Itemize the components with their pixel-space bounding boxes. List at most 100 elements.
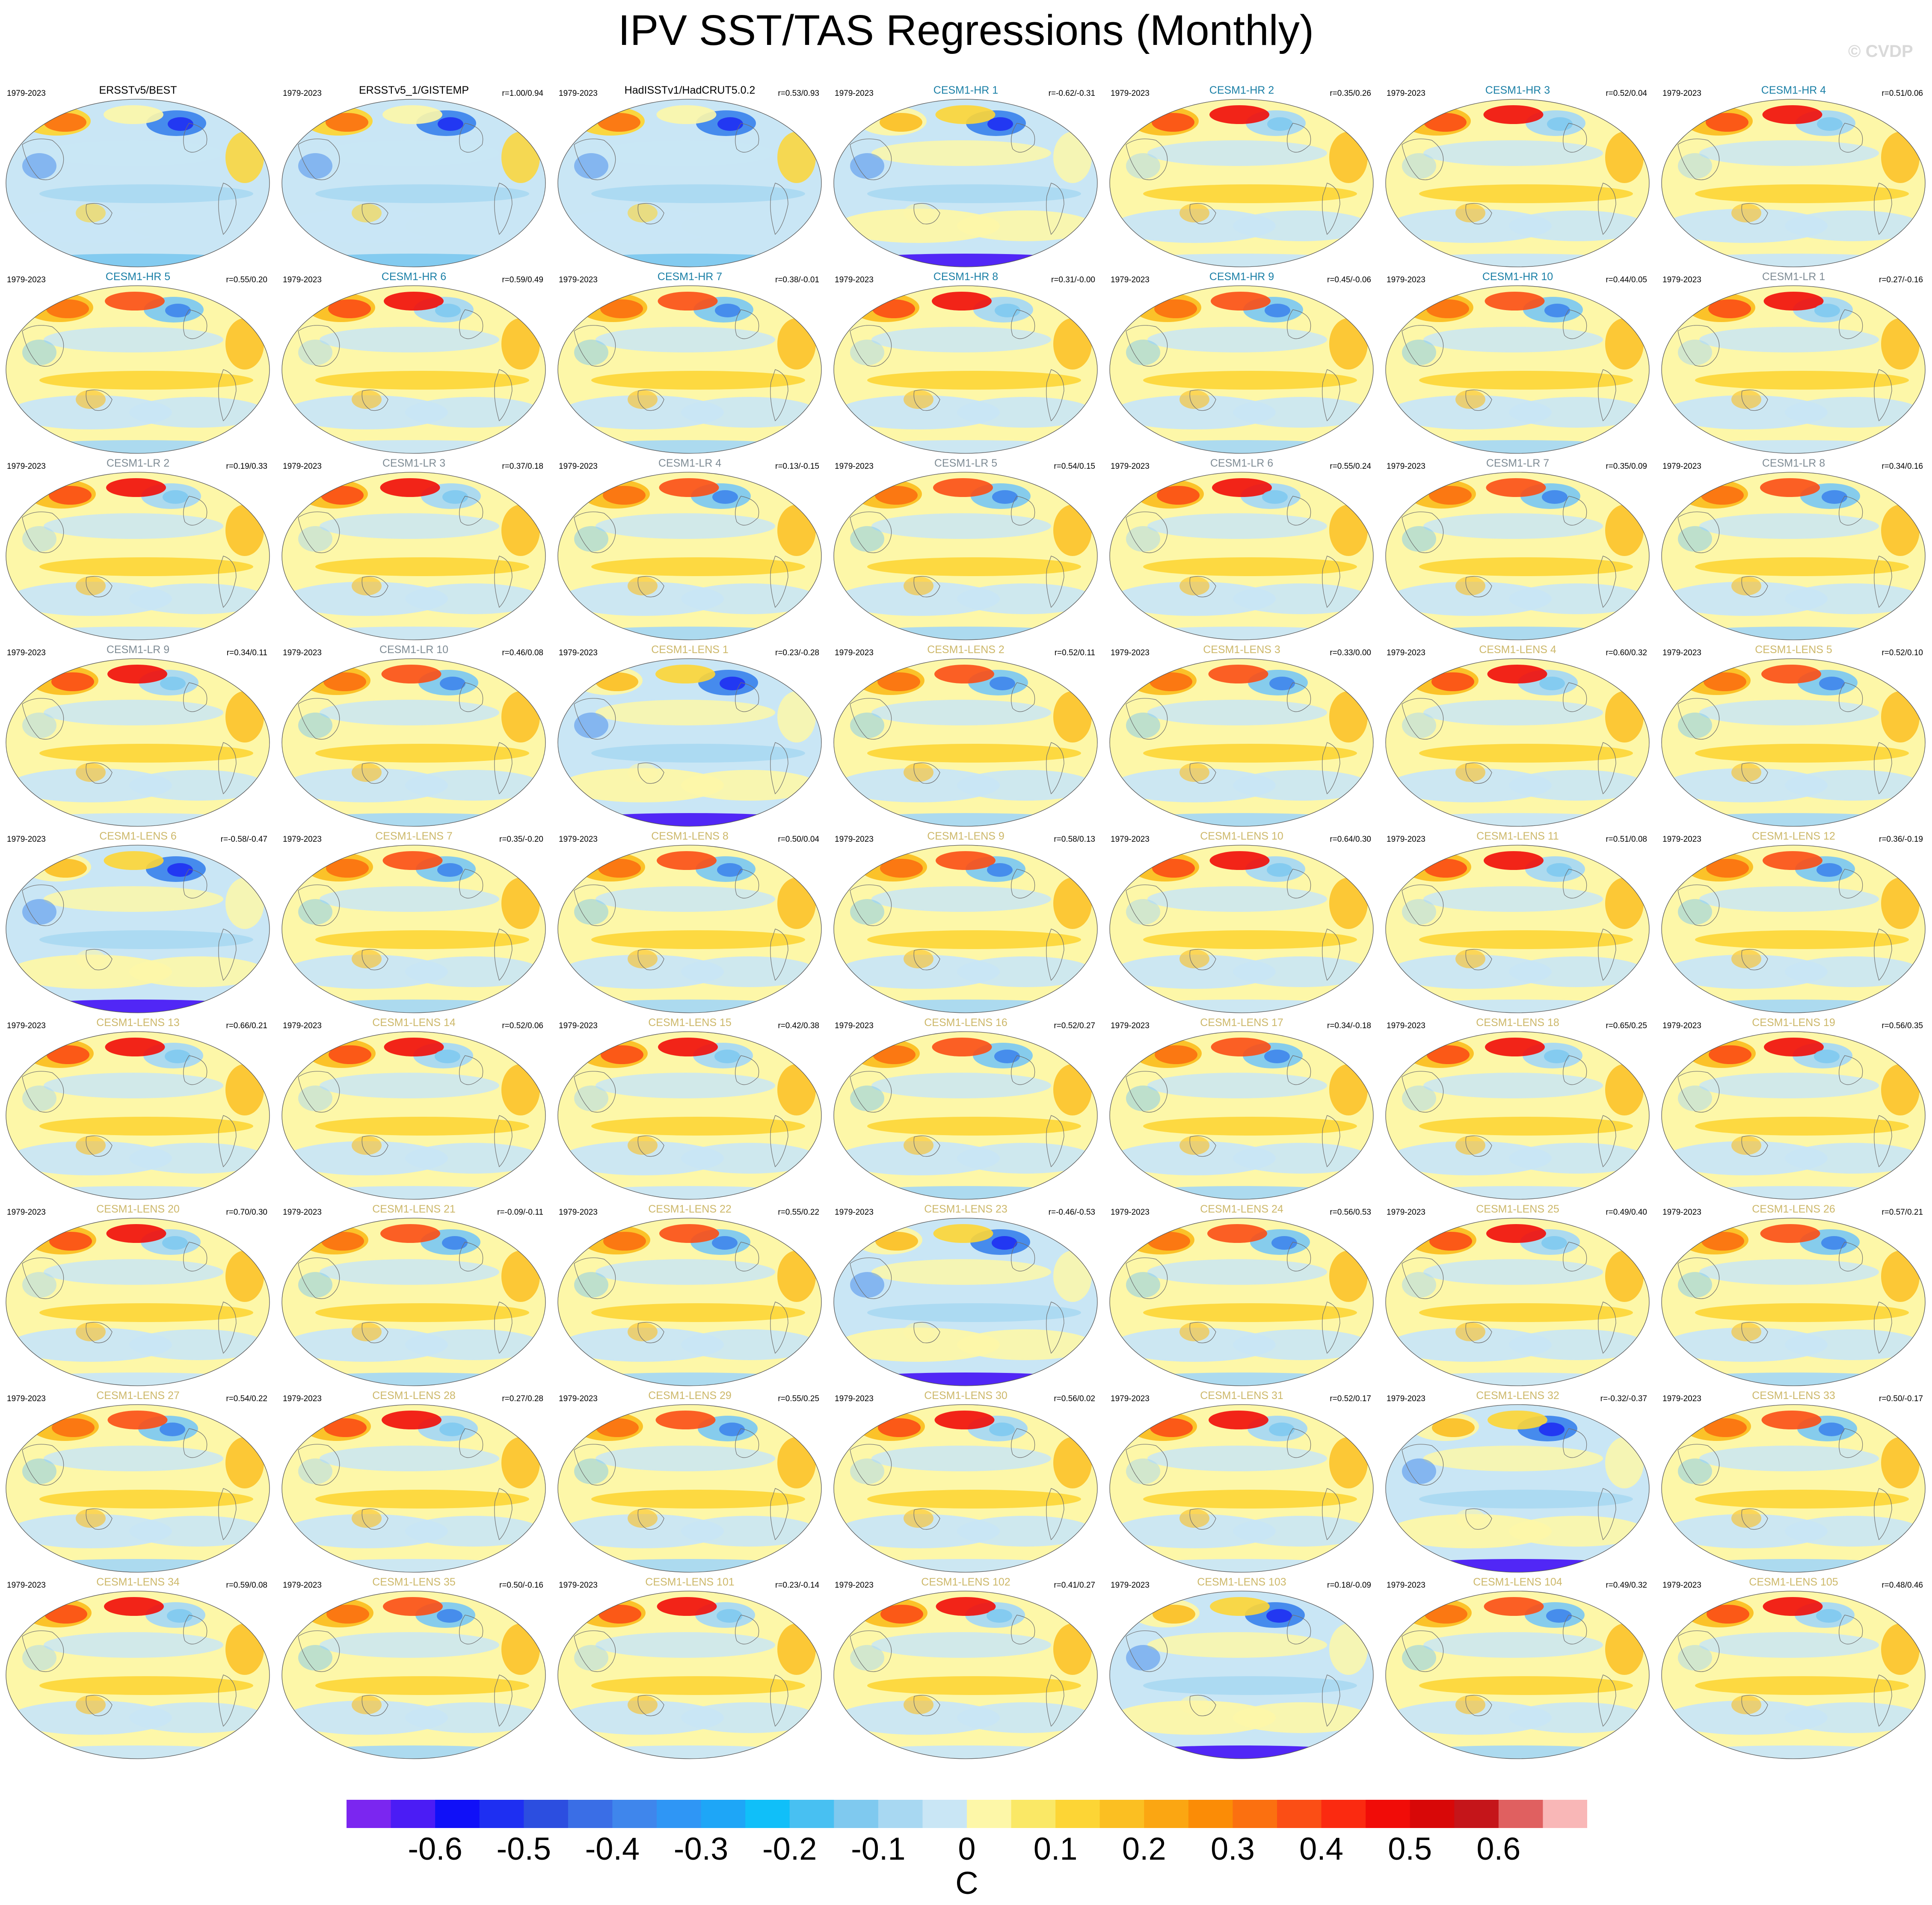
panel-title: CESM1-LENS 16 bbox=[924, 1017, 1007, 1029]
colorbar-tick-label: 0.2 bbox=[1122, 1831, 1166, 1867]
map-panel: 1979-2023 CESM1-LENS 14 r=0.52/0.06 bbox=[276, 1017, 552, 1208]
panel-years: 1979-2023 bbox=[559, 275, 598, 284]
map-panel: 1979-2023 CESM1-LENS 32 r=-0.32/-0.37 bbox=[1380, 1390, 1656, 1581]
panel-years: 1979-2023 bbox=[1662, 1208, 1701, 1217]
figure-title: IPV SST/TAS Regressions (Monthly) bbox=[618, 6, 1314, 54]
panel-title: CESM1-LENS 31 bbox=[1200, 1390, 1283, 1402]
panel-years: 1979-2023 bbox=[283, 462, 322, 471]
regression-map bbox=[6, 845, 270, 1013]
map-panel: 1979-2023 CESM1-LENS 8 r=0.50/0.04 bbox=[552, 830, 828, 1021]
map-panel: 1979-2023 CESM1-LENS 16 r=0.52/0.27 bbox=[828, 1017, 1104, 1208]
regression-map bbox=[1661, 845, 1926, 1013]
regression-map bbox=[1385, 845, 1650, 1013]
panel-pattern-correlation: r=0.23/-0.14 bbox=[775, 1581, 819, 1590]
map-panel: 1979-2023 CESM1-LENS 6 r=-0.58/-0.47 bbox=[0, 830, 276, 1021]
map-panel: 1979-2023 CESM1-LR 8 r=0.34/0.16 bbox=[1656, 457, 1932, 648]
map-panel: 1979-2023 CESM1-LENS 18 r=0.65/0.25 bbox=[1380, 1017, 1656, 1208]
panel-years: 1979-2023 bbox=[1111, 835, 1150, 844]
panel-title: CESM1-LR 8 bbox=[1762, 457, 1825, 469]
colorbar-swatch bbox=[435, 1800, 480, 1828]
panel-pattern-correlation: r=0.45/-0.06 bbox=[1327, 275, 1371, 284]
regression-map bbox=[1661, 1591, 1926, 1759]
panel-pattern-correlation: r=0.55/0.24 bbox=[1330, 462, 1371, 471]
colorbar-swatch bbox=[789, 1800, 834, 1828]
regression-map bbox=[557, 472, 822, 640]
map-panel: 1979-2023 CESM1-LENS 2 r=0.52/0.11 bbox=[828, 644, 1104, 835]
panel-years: 1979-2023 bbox=[559, 648, 598, 657]
regression-map bbox=[282, 472, 546, 640]
panel-title: CESM1-LENS 12 bbox=[1752, 830, 1835, 842]
panel-pattern-correlation: r=0.64/0.30 bbox=[1330, 835, 1371, 844]
panel-title: CESM1-LENS 2 bbox=[927, 644, 1005, 656]
regression-map bbox=[833, 1031, 1098, 1200]
map-panel: 1979-2023 CESM1-LENS 35 r=0.50/-0.16 bbox=[276, 1576, 552, 1767]
map-panel: 1979-2023 CESM1-LENS 26 r=0.57/0.21 bbox=[1656, 1203, 1932, 1394]
panel-title: CESM1-LENS 9 bbox=[927, 830, 1005, 842]
colorbar-swatch bbox=[1543, 1800, 1587, 1828]
panel-years: 1979-2023 bbox=[1662, 1394, 1701, 1403]
regression-map bbox=[6, 1591, 270, 1759]
regression-map bbox=[1385, 1404, 1650, 1573]
panel-pattern-correlation: r=0.35/-0.20 bbox=[499, 835, 543, 844]
map-panel: 1979-2023 CESM1-HR 3 r=0.52/0.04 bbox=[1380, 84, 1656, 275]
regression-map bbox=[1109, 472, 1374, 640]
regression-map bbox=[557, 658, 822, 827]
panel-pattern-correlation: r=0.55/0.20 bbox=[226, 275, 267, 284]
panel-title: ERSSTv5_1/GISTEMP bbox=[359, 84, 469, 96]
colorbar-swatch bbox=[967, 1800, 1012, 1828]
panel-years: 1979-2023 bbox=[1387, 648, 1425, 657]
colorbar-swatch bbox=[1366, 1800, 1410, 1828]
copyright-text: © CVDP bbox=[1848, 42, 1913, 61]
map-panel: 1979-2023 HadISSTv1/HadCRUT5.0.2 r=0.53/0.… bbox=[552, 84, 828, 275]
map-panel: 1979-2023 CESM1-LENS 30 r=0.56/0.02 bbox=[828, 1390, 1104, 1581]
panel-title: CESM1-LR 5 bbox=[934, 457, 998, 469]
panel-pattern-correlation: r=0.38/-0.01 bbox=[775, 275, 819, 284]
map-panel: 1979-2023 CESM1-LR 2 r=0.19/0.33 bbox=[0, 457, 276, 648]
panel-years: 1979-2023 bbox=[7, 835, 46, 844]
map-panel: 1979-2023 CESM1-LENS 12 r=0.36/-0.19 bbox=[1656, 830, 1932, 1021]
regression-map bbox=[6, 1218, 270, 1386]
map-panel: 1979-2023 CESM1-LENS 3 r=0.33/0.00 bbox=[1104, 644, 1380, 835]
map-panel: 1979-2023 CESM1-LR 5 r=0.54/0.15 bbox=[828, 457, 1104, 648]
panel-pattern-correlation: r=0.42/0.38 bbox=[778, 1021, 819, 1030]
panel-title: CESM1-LENS 26 bbox=[1752, 1203, 1835, 1215]
regression-map bbox=[557, 845, 822, 1013]
panel-years: 1979-2023 bbox=[835, 462, 874, 471]
colorbar-tick-label: -0.4 bbox=[585, 1831, 640, 1867]
panel-pattern-correlation: r=0.59/0.49 bbox=[502, 275, 543, 284]
panel-title: CESM1-LENS 28 bbox=[372, 1390, 456, 1402]
map-panel: 1979-2023 CESM1-HR 8 r=0.31/-0.00 bbox=[828, 271, 1104, 462]
panel-years: 1979-2023 bbox=[1387, 462, 1425, 471]
panel-years: 1979-2023 bbox=[1111, 89, 1150, 98]
regression-map bbox=[1661, 1218, 1926, 1386]
regression-map bbox=[557, 285, 822, 454]
map-panel: 1979-2023 ERSSTv5/BEST bbox=[0, 84, 276, 275]
regression-map bbox=[1109, 1031, 1374, 1200]
panel-years: 1979-2023 bbox=[1662, 89, 1701, 98]
panel-years: 1979-2023 bbox=[1662, 835, 1701, 844]
panel-years: 1979-2023 bbox=[7, 275, 46, 284]
regression-map bbox=[1385, 472, 1650, 640]
panel-years: 1979-2023 bbox=[835, 648, 874, 657]
panel-pattern-correlation: r=0.34/0.16 bbox=[1882, 462, 1923, 471]
panel-pattern-correlation: r=0.66/0.21 bbox=[226, 1021, 267, 1030]
map-panel: 1979-2023 CESM1-LENS 23 r=-0.46/-0.53 bbox=[828, 1203, 1104, 1394]
panel-title: CESM1-LR 4 bbox=[658, 457, 722, 469]
panel-years: 1979-2023 bbox=[283, 1208, 322, 1217]
panel-pattern-correlation: r=0.58/0.13 bbox=[1054, 835, 1095, 844]
panel-pattern-correlation: r=0.13/-0.15 bbox=[775, 462, 819, 471]
panel-title: CESM1-LENS 20 bbox=[96, 1203, 180, 1215]
panel-years: 1979-2023 bbox=[1111, 1208, 1150, 1217]
panel-years: 1979-2023 bbox=[1662, 1581, 1701, 1590]
panel-title: CESM1-LENS 34 bbox=[96, 1576, 180, 1588]
panel-pattern-correlation: r=0.50/-0.17 bbox=[1879, 1394, 1923, 1403]
map-panel: 1979-2023 CESM1-HR 1 r=-0.62/-0.31 bbox=[828, 84, 1104, 275]
map-panel: 1979-2023 CESM1-LENS 21 r=-0.09/-0.11 bbox=[276, 1203, 552, 1394]
panel-years: 1979-2023 bbox=[1387, 1208, 1425, 1217]
panel-title: HadISSTv1/HadCRUT5.0.2 bbox=[624, 84, 756, 96]
regression-map bbox=[1109, 1591, 1374, 1759]
panel-years: 1979-2023 bbox=[559, 1394, 598, 1403]
colorbar-tick-label: -0.6 bbox=[408, 1831, 462, 1867]
panel-pattern-correlation: r=0.41/0.27 bbox=[1054, 1581, 1095, 1590]
map-panel: 1979-2023 CESM1-LR 7 r=0.35/0.09 bbox=[1380, 457, 1656, 648]
